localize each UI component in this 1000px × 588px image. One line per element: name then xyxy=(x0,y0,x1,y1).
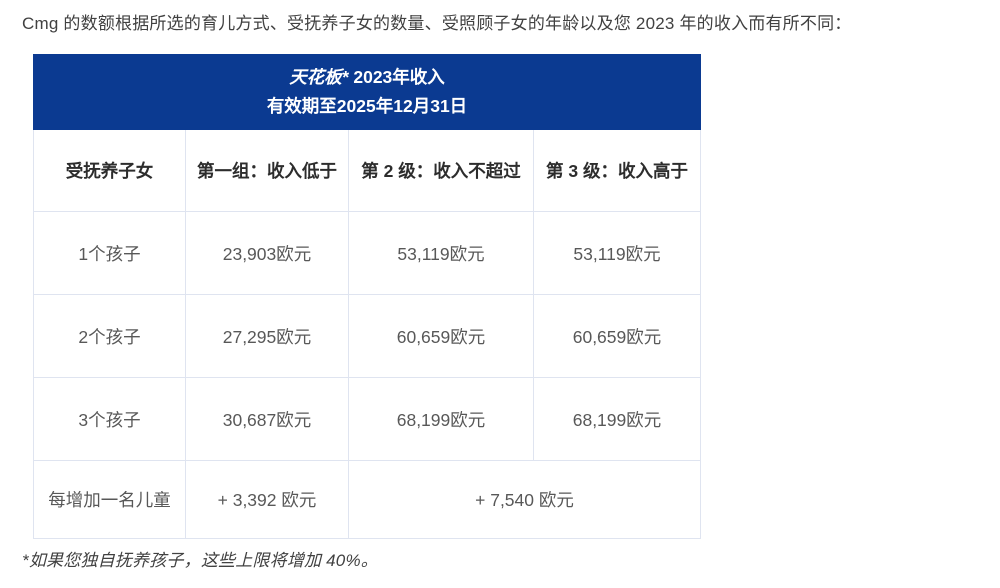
tier1-value: + 3,392 欧元 xyxy=(185,460,349,540)
table-title-line2: 有效期至2025年12月31日 xyxy=(266,96,468,117)
table-row-additional-child: 每增加一名儿童 + 3,392 欧元 + 7,540 欧元 xyxy=(33,460,701,540)
row-label: 2个孩子 xyxy=(33,294,186,379)
table-row-2-children: 2个孩子 27,295欧元 60,659欧元 60,659欧元 xyxy=(33,294,701,379)
tier3-value: 53,119欧元 xyxy=(533,211,701,296)
income-ceiling-table: 天花板* 2023年收入 有效期至2025年12月31日 受抚养子女 第一组：收… xyxy=(33,54,701,540)
column-header-dependents: 受抚养子女 xyxy=(33,129,186,213)
table-row-3-children: 3个孩子 30,687欧元 68,199欧元 68,199欧元 xyxy=(33,377,701,462)
tier2-value: 60,659欧元 xyxy=(348,294,534,379)
row-label: 1个孩子 xyxy=(33,211,186,296)
intro-text: Cmg 的数额根据所选的育儿方式、受抚养子女的数量、受照顾子女的年龄以及您 20… xyxy=(22,14,852,33)
column-header-tier1: 第一组：收入低于 xyxy=(185,129,349,213)
column-header-row: 受抚养子女 第一组：收入低于 第 2 级：收入不超过 第 3 级：收入高于 xyxy=(33,129,701,213)
column-header-tier2: 第 2 级：收入不超过 xyxy=(348,129,534,213)
tier2-3-merged-value: + 7,540 欧元 xyxy=(348,460,701,540)
row-label: 每增加一名儿童 xyxy=(33,460,186,540)
row-label: 3个孩子 xyxy=(33,377,186,462)
tier1-value: 30,687欧元 xyxy=(185,377,349,462)
table-title-year-label: 2023年收入 xyxy=(348,67,445,88)
tier3-value: 68,199欧元 xyxy=(533,377,701,462)
table-title-row: 天花板* 2023年收入 有效期至2025年12月31日 xyxy=(33,54,701,131)
footnote-text: *如果您独自抚养孩子，这些上限将增加 40%。 xyxy=(22,551,378,571)
table-title-ceiling-label: 天花板* xyxy=(289,67,349,88)
income-ceiling-table-wrap: 天花板* 2023年收入 有效期至2025年12月31日 受抚养子女 第一组：收… xyxy=(33,54,701,540)
tier2-value: 68,199欧元 xyxy=(348,377,534,462)
column-header-tier3: 第 3 级：收入高于 xyxy=(533,129,701,213)
table-title-line1: 天花板* 2023年收入 xyxy=(289,67,445,87)
tier2-value: 53,119欧元 xyxy=(348,211,534,296)
tier1-value: 27,295欧元 xyxy=(185,294,349,379)
table-title: 天花板* 2023年收入 有效期至2025年12月31日 xyxy=(33,54,701,131)
table-row-1-child: 1个孩子 23,903欧元 53,119欧元 53,119欧元 xyxy=(33,211,701,296)
tier1-value: 23,903欧元 xyxy=(185,211,349,296)
tier3-value: 60,659欧元 xyxy=(533,294,701,379)
